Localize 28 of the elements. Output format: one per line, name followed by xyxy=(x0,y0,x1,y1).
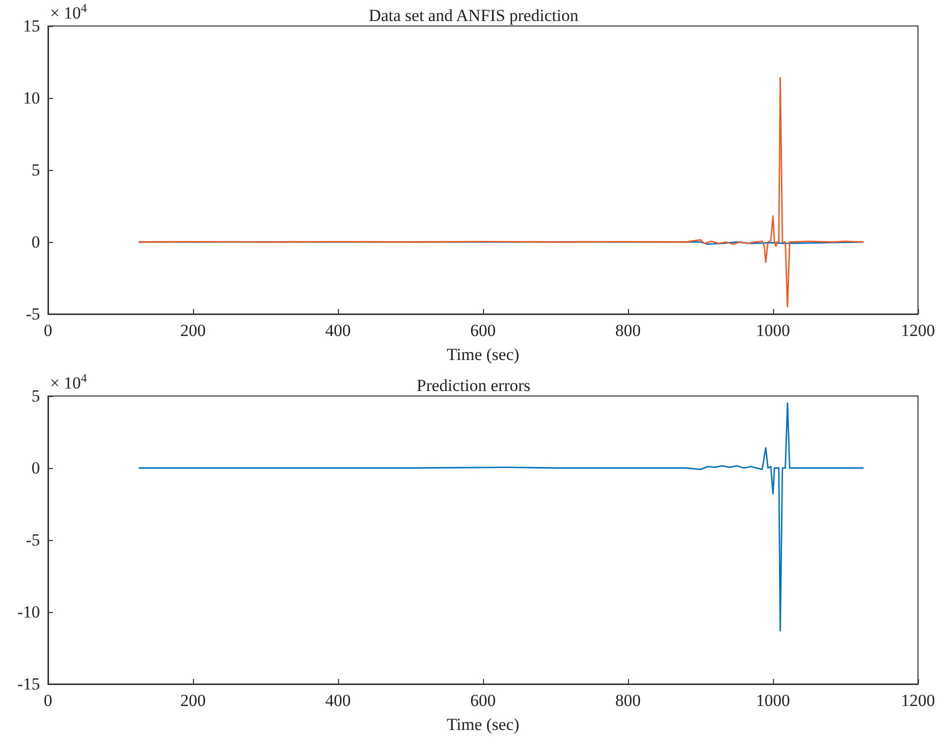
x-tick-label: 400 xyxy=(325,691,351,710)
y-tick-label: -5 xyxy=(26,304,40,324)
x-axis-title: Time (sec) xyxy=(446,715,520,734)
chart-title: Prediction errors xyxy=(416,376,530,395)
x-tick-label: 800 xyxy=(615,321,641,340)
x-tick-label: 0 xyxy=(44,691,52,710)
x-tick-label: 600 xyxy=(470,691,496,710)
y-tick-label: 0 xyxy=(32,232,40,252)
x-tick-label: 200 xyxy=(180,321,206,340)
y-tick-label: 15 xyxy=(23,16,40,36)
x-tick-label: 400 xyxy=(325,321,351,340)
x-tick-label: 1200 xyxy=(901,321,935,340)
x-tick-label: 200 xyxy=(180,691,206,710)
y-tick-label: 10 xyxy=(23,88,40,108)
x-tick-label: 800 xyxy=(615,691,641,710)
y-tick-label: 5 xyxy=(32,386,40,406)
y-tick-label: -15 xyxy=(17,674,40,694)
y-tick-label: 5 xyxy=(32,160,40,180)
y-tick-label: 0 xyxy=(32,458,40,478)
y-tick-label: -10 xyxy=(17,602,40,622)
x-tick-label: 1200 xyxy=(901,691,935,710)
x-tick-label: 1000 xyxy=(756,691,790,710)
chart-title: Data set and ANFIS prediction xyxy=(368,6,579,25)
x-axis-title: Time (sec) xyxy=(446,345,520,364)
x-tick-label: 600 xyxy=(470,321,496,340)
y-tick-label: -5 xyxy=(26,530,40,550)
x-tick-label: 1000 xyxy=(756,321,790,340)
x-tick-label: 0 xyxy=(44,321,52,340)
